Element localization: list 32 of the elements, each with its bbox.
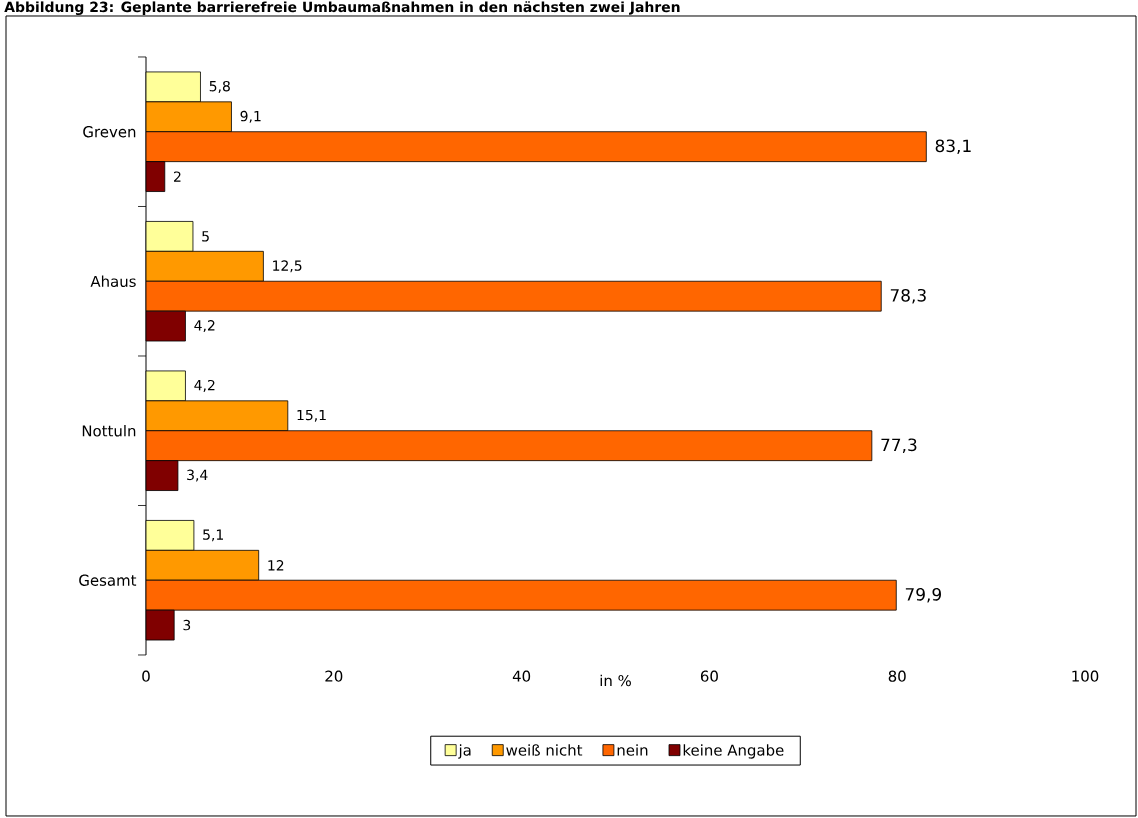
x-axis-title: in % [600, 674, 631, 687]
data-label: 77,3 [881, 438, 917, 453]
data-label: 4,2 [194, 320, 215, 333]
data-label: 78,3 [890, 288, 926, 304]
data-label: 5,1 [203, 529, 223, 542]
data-label: 15,1 [297, 409, 326, 422]
data-label: 4,2 [194, 379, 215, 392]
x-tick-label: 0 [142, 670, 150, 682]
x-tick-label: 40 [512, 670, 531, 682]
y-tick-label: Ahaus [90, 275, 136, 288]
data-label: 3,4 [187, 469, 208, 482]
data-label: 79,9 [905, 587, 941, 603]
y-tick-label: Greven [83, 126, 136, 138]
y-tick-label: Nottuln [82, 424, 136, 437]
legend-label: keine Angabe [683, 744, 784, 759]
data-label: 83,1 [935, 139, 971, 154]
data-label: 3 [183, 619, 191, 631]
data-label: 5,8 [209, 80, 230, 93]
x-tick-label: 80 [888, 670, 906, 682]
x-tick-label: 60 [700, 670, 718, 682]
data-label: 12,5 [273, 260, 302, 273]
data-label: 2 [174, 171, 181, 182]
legend-label: ja [458, 744, 471, 759]
chart-title: Abbildung 23: Geplante barrierefreie Umbaumaßnahmen in den nächsten zwei Jahren [4, 1, 680, 15]
data-label: 9,1 [240, 110, 261, 123]
x-tick-label: 20 [325, 670, 343, 682]
x-tick-label: 100 [1072, 670, 1099, 682]
data-label: 5 [202, 231, 209, 242]
y-tick-label: Gesamt [79, 574, 137, 586]
legend-label: nein [617, 744, 648, 756]
legend-label: weiß nicht [506, 744, 583, 756]
data-label: 12 [268, 560, 284, 571]
